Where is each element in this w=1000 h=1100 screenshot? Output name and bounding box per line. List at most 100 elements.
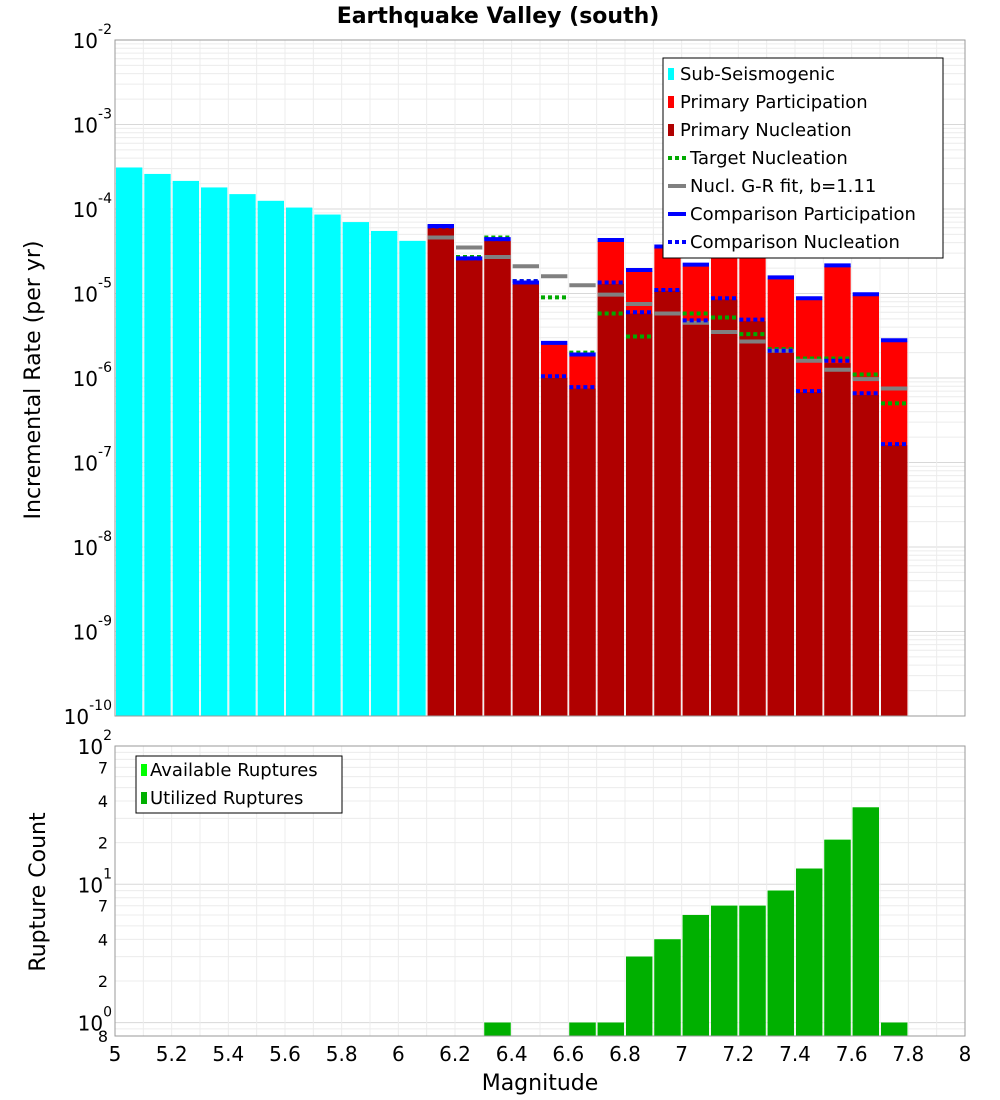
primary-nucleation-bar — [767, 352, 794, 716]
sub-seismogenic-bar — [399, 240, 426, 716]
bottom-y-tick-label: 7 — [98, 897, 108, 916]
utilized-ruptures-bar — [796, 868, 823, 1036]
primary-nucleation-bar — [597, 283, 624, 716]
x-tick-label: 5 — [109, 1042, 122, 1066]
top-y-tick-label: 10-5 — [73, 276, 112, 307]
sub-seismogenic-bar — [172, 180, 199, 717]
x-tick-label: 6 — [392, 1042, 405, 1066]
utilized-ruptures-bar — [597, 1022, 624, 1036]
x-tick-label: 7.4 — [779, 1042, 811, 1066]
top-y-tick-label: 10-4 — [73, 191, 113, 222]
top-lines — [427, 223, 908, 447]
utilized-ruptures-bar — [739, 905, 766, 1036]
bottom-plot-frame — [114, 745, 966, 1037]
utilized-ruptures-bar — [824, 839, 851, 1036]
comparison-participation-legend-label: Comparison Participation — [690, 204, 916, 225]
utilized-ruptures-bar — [711, 905, 738, 1036]
primary-nucleation-legend-swatch — [668, 124, 674, 136]
top-y-tick-label: 10-6 — [73, 360, 113, 391]
sub-seismogenic-bar — [116, 167, 143, 717]
primary-nucleation-legend-label: Primary Nucleation — [680, 120, 852, 141]
utilized-ruptures-bar — [767, 890, 794, 1036]
x-tick-labels: 5 5.2 5.4 5.6 5.8 6 6.2 6.4 6.6 6.8 7 7.2 7.4 7.6 7.8 8 — [109, 1042, 972, 1066]
bottom-y-axis-label: Rupture Count — [26, 812, 51, 972]
bottom-y-tick-label: 101 — [78, 866, 112, 897]
x-tick-label: 5.4 — [212, 1042, 244, 1066]
sub-seismogenic-bar — [201, 187, 228, 717]
x-tick-label: 6.2 — [439, 1042, 471, 1066]
top-y-tick-labels: 10-10 10-9 10-8 10-7 10-6 10-5 10-4 10-3 10-2 — [64, 22, 112, 729]
top-plot-frame — [114, 39, 966, 717]
primary-participation-legend-swatch — [668, 96, 674, 108]
sub-seismogenic-bar — [371, 230, 398, 717]
primary-nucleation-bar — [796, 392, 823, 716]
sub-seismogenic-legend-swatch — [668, 68, 674, 80]
x-tick-label: 6.4 — [496, 1042, 528, 1066]
bottom-legend-box — [135, 755, 343, 814]
utilized-ruptures-legend-label: Utilized Ruptures — [150, 788, 303, 809]
top-legend: Sub-Seismogenic Primary Participation Prim… — [662, 57, 944, 259]
top-y-tick-label: 10-7 — [73, 445, 112, 476]
utilized-ruptures-bar — [881, 1022, 908, 1036]
target-nucleation-legend-label: Target Nucleation — [689, 148, 848, 169]
sub-seismogenic-legend-label: Sub-Seismogenic — [680, 64, 835, 85]
primary-nucleation-bar — [682, 321, 709, 716]
sub-seismogenic-bar — [314, 214, 341, 716]
x-tick-label: 7.8 — [892, 1042, 924, 1066]
nucl-g-r-fit-b-1-11-legend-label: Nucl. G-R fit, b=1.11 — [690, 176, 876, 197]
primary-nucleation-bar — [626, 313, 653, 716]
x-axis-label: Magnitude — [482, 1071, 599, 1096]
available-ruptures-legend-label: Available Ruptures — [150, 760, 318, 781]
x-tick-label: 6.8 — [609, 1042, 641, 1066]
sub-seismogenic-bar — [342, 222, 369, 716]
primary-nucleation-bar — [569, 388, 596, 716]
primary-nucleation-bar — [484, 240, 511, 716]
bottom-bars — [484, 807, 908, 1036]
x-tick-label: 7.2 — [722, 1042, 754, 1066]
primary-nucleation-bar — [852, 394, 879, 716]
utilized-ruptures-bar — [626, 956, 653, 1036]
top-legend-box — [662, 57, 944, 259]
top-y-tick-label: 10-10 — [64, 698, 112, 729]
top-y-axis-label: Incremental Rate (per yr) — [21, 241, 46, 520]
primary-nucleation-bar — [456, 259, 483, 716]
bottom-y-tick-label: 4 — [98, 930, 108, 949]
utilized-ruptures-bar — [484, 1022, 511, 1036]
top-y-tick-label: 10-9 — [73, 614, 112, 645]
primary-nucleation-bar — [512, 283, 539, 716]
bottom-legend: Available Ruptures Utilized Ruptures — [135, 755, 343, 814]
primary-nucleation-bar — [711, 299, 738, 716]
top-bars — [116, 167, 908, 717]
utilized-ruptures-legend-swatch — [141, 792, 147, 804]
top-y-tick-label: 10-8 — [73, 529, 112, 560]
x-tick-label: 7.6 — [836, 1042, 868, 1066]
top-y-tick-label: 10-2 — [73, 22, 112, 53]
bottom-y-tick-label: 7 — [98, 758, 108, 777]
bottom-y-tick-label: 2 — [98, 834, 108, 853]
bottom-y-tick-label: 8 — [98, 1027, 108, 1046]
bottom-y-tick-label: 102 — [78, 728, 112, 759]
primary-nucleation-bar — [541, 378, 568, 716]
primary-nucleation-bar — [427, 227, 454, 716]
sub-seismogenic-bar — [144, 173, 171, 716]
utilized-ruptures-bar — [682, 914, 709, 1036]
utilized-ruptures-bar — [852, 807, 879, 1036]
chart-title: Earthquake Valley (south) — [337, 4, 660, 29]
primary-nucleation-bar — [654, 290, 681, 716]
bottom-y-tick-label: 2 — [98, 972, 108, 991]
bottom-y-tick-label: 100 — [78, 1005, 112, 1036]
x-tick-label: 5.8 — [326, 1042, 358, 1066]
primary-nucleation-bar — [739, 321, 766, 716]
x-tick-label: 6.6 — [552, 1042, 584, 1066]
primary-nucleation-bar — [881, 445, 908, 716]
top-y-tick-label: 10-3 — [73, 107, 112, 138]
x-tick-label: 5.6 — [269, 1042, 301, 1066]
sub-seismogenic-bar — [229, 194, 256, 716]
available-ruptures-legend-swatch — [141, 764, 147, 776]
x-tick-label: 8 — [959, 1042, 972, 1066]
top-panel: 10-10 10-9 10-8 10-7 10-6 10-5 10-4 10-3 10-2 Ea… — [21, 4, 966, 729]
utilized-ruptures-bar — [654, 939, 681, 1036]
comparison-nucleation-legend-label: Comparison Nucleation — [690, 232, 900, 253]
